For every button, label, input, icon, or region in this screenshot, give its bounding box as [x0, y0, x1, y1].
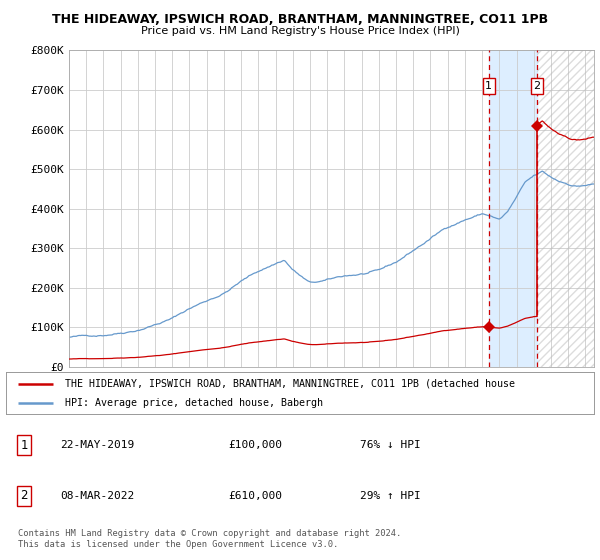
Text: 76% ↓ HPI: 76% ↓ HPI	[360, 440, 421, 450]
Text: Contains HM Land Registry data © Crown copyright and database right 2024.
This d: Contains HM Land Registry data © Crown c…	[18, 529, 401, 549]
Text: HPI: Average price, detached house, Babergh: HPI: Average price, detached house, Babe…	[65, 398, 323, 408]
Text: 08-MAR-2022: 08-MAR-2022	[60, 491, 134, 501]
Text: Price paid vs. HM Land Registry's House Price Index (HPI): Price paid vs. HM Land Registry's House …	[140, 26, 460, 36]
Text: 1: 1	[20, 438, 28, 452]
Text: 2: 2	[533, 81, 541, 91]
Text: 29% ↑ HPI: 29% ↑ HPI	[360, 491, 421, 501]
Bar	[489, 50, 537, 367]
Text: £100,000: £100,000	[228, 440, 282, 450]
Text: 2: 2	[20, 489, 28, 502]
Text: 22-MAY-2019: 22-MAY-2019	[60, 440, 134, 450]
Bar	[537, 50, 594, 367]
Text: THE HIDEAWAY, IPSWICH ROAD, BRANTHAM, MANNINGTREE, CO11 1PB (detached house: THE HIDEAWAY, IPSWICH ROAD, BRANTHAM, MA…	[65, 379, 515, 389]
Text: 1: 1	[485, 81, 493, 91]
Text: THE HIDEAWAY, IPSWICH ROAD, BRANTHAM, MANNINGTREE, CO11 1PB: THE HIDEAWAY, IPSWICH ROAD, BRANTHAM, MA…	[52, 13, 548, 26]
Text: £610,000: £610,000	[228, 491, 282, 501]
